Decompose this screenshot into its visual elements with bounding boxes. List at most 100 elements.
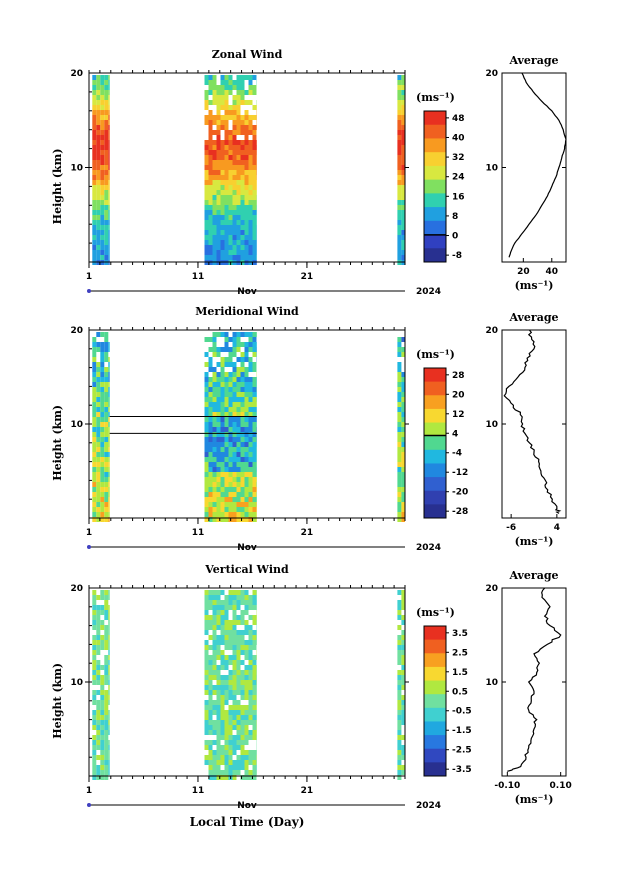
heatmap-cell (248, 130, 253, 135)
heatmap-cell (108, 482, 110, 487)
heatmap-cell (401, 347, 405, 352)
heatmap-cell (228, 150, 233, 155)
heatmap-cell (108, 487, 110, 492)
heatmap-cell (240, 140, 245, 145)
heatmap-cell (240, 760, 245, 765)
month-label: Nov (237, 287, 257, 297)
heatmap-cell (108, 417, 110, 422)
heatmap-cell (244, 502, 249, 507)
heatmap-cell (92, 225, 97, 230)
heatmap-cell (401, 85, 405, 90)
heatmap-cell (224, 412, 229, 417)
heatmap-cell (240, 452, 245, 457)
heatmap-cell (216, 690, 221, 695)
heatmap-cell (248, 457, 253, 462)
heatmap-cell (248, 502, 253, 507)
heatmap-cell (216, 402, 221, 407)
heatmap-cell (108, 342, 110, 347)
heatmap-cell (208, 140, 213, 145)
heatmap-cell (104, 437, 109, 442)
heatmap-cell (232, 200, 237, 205)
heatmap-cell (240, 487, 245, 492)
heatmap-cell (228, 725, 233, 730)
heatmap-cell (100, 387, 105, 392)
heatmap-cell (208, 590, 213, 595)
heatmap-cell (252, 150, 257, 155)
heatmap-cell (240, 240, 245, 245)
heatmap-cell (208, 215, 213, 220)
heatmap-cell (228, 437, 233, 442)
colorbar-segment (424, 422, 446, 437)
heatmap-cell (232, 382, 237, 387)
heatmap-cell (204, 80, 209, 85)
heatmap-cell (252, 245, 257, 250)
heatmap-cell (108, 497, 110, 502)
heatmap-cell (220, 660, 225, 665)
average-y-tick-label: 10 (485, 164, 498, 174)
heatmap-cell (252, 775, 257, 780)
heatmap-cell (240, 600, 245, 605)
heatmap-cell (228, 755, 233, 760)
colorbar-tick-label: 0 (452, 232, 458, 242)
heatmap-cell (244, 250, 249, 255)
heatmap-cell (228, 215, 233, 220)
heatmap-cells (92, 332, 405, 522)
heatmap-cell (104, 367, 109, 372)
heatmap-cell (108, 457, 110, 462)
heatmap-cell (92, 670, 97, 675)
heatmap-cell (232, 442, 237, 447)
heatmap-cell (216, 457, 221, 462)
heatmap-cell (244, 110, 249, 115)
heatmap-cell (224, 630, 229, 635)
heatmap-cell (220, 205, 225, 210)
heatmap-cell (228, 472, 233, 477)
heatmap-cell (397, 705, 402, 710)
heatmap-cell (216, 125, 221, 130)
heatmap-cell (96, 680, 101, 685)
heatmap-cell (220, 725, 225, 730)
heatmap-cell (104, 185, 109, 190)
heatmap-cell (252, 670, 257, 675)
heatmap-cell (252, 200, 257, 205)
heatmap-cell (108, 240, 110, 245)
heatmap-cell (92, 95, 97, 100)
average-x-tick-label: 0.10 (550, 781, 572, 791)
heatmap-cell (212, 665, 217, 670)
heatmap-cell (240, 75, 245, 80)
heatmap-cell (397, 367, 402, 372)
heatmap-cell (240, 467, 245, 472)
heatmap-cell (104, 452, 109, 457)
heatmap-cell (397, 382, 402, 387)
heatmap-cell (236, 200, 241, 205)
heatmap-cell (208, 75, 213, 80)
heatmap-cell (240, 210, 245, 215)
colorbar-segment (424, 179, 446, 194)
heatmap-cell (212, 750, 217, 755)
heatmap-cell (212, 660, 217, 665)
heatmap-cell (216, 700, 221, 705)
heatmap-cell (232, 705, 237, 710)
colorbar-segment (424, 680, 446, 695)
heatmap-cell (92, 200, 97, 205)
heatmap-cell (104, 605, 109, 610)
heatmap-cell (401, 635, 405, 640)
heatmap-cell (252, 105, 257, 110)
x-tick-label: 11 (192, 528, 205, 538)
heatmap-cell (244, 437, 249, 442)
heatmap-cell (224, 342, 229, 347)
heatmap-cell (401, 407, 405, 412)
heatmap-cell (216, 502, 221, 507)
heatmap-cell (212, 75, 217, 80)
year-label: 2024 (416, 801, 441, 811)
colorbar-tick-label: 32 (452, 153, 465, 163)
heatmap-cell (228, 765, 233, 770)
heatmap-cell (401, 95, 405, 100)
heatmap-cell (92, 665, 97, 670)
heatmap-cell (397, 605, 402, 610)
heatmap-cell (96, 690, 101, 695)
heatmap-cell (232, 452, 237, 457)
heatmap-cell (224, 432, 229, 437)
heatmap-cell (212, 210, 217, 215)
heatmap-cell (108, 437, 110, 442)
heatmap-cell (240, 160, 245, 165)
